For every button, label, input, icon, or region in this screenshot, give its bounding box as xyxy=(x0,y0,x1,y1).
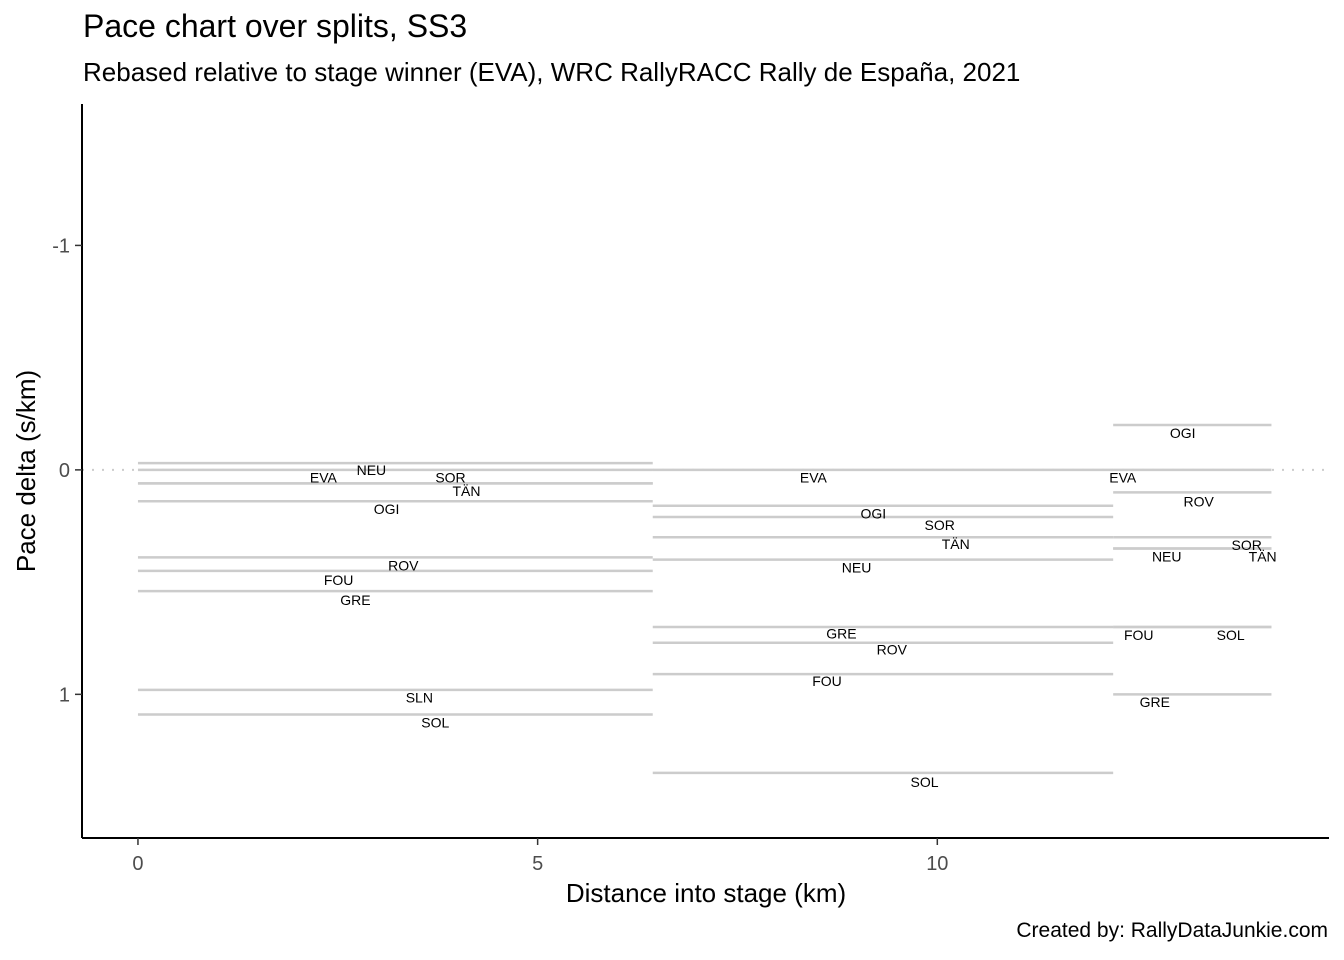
y-ticks: -1 0 1 xyxy=(52,235,82,706)
driver-label-rov: ROV xyxy=(388,557,419,573)
driver-label-sor: SOR xyxy=(435,470,465,486)
y-tick-label: 0 xyxy=(59,460,70,482)
chart-caption: Created by: RallyDataJunkie.com xyxy=(1016,919,1328,942)
driver-label-sor: SOR xyxy=(1231,537,1261,553)
x-axis-label: Distance into stage (km) xyxy=(566,878,846,908)
chart-subtitle: Rebased relative to stage winner (EVA), … xyxy=(83,57,1021,87)
chart-title: Pace chart over splits, SS3 xyxy=(83,8,468,44)
driver-label-rov: ROV xyxy=(877,641,908,657)
driver-label-tän: TÄN xyxy=(452,483,480,499)
driver-label-neu: NEU xyxy=(842,560,872,576)
driver-label-tän: TÄN xyxy=(942,536,970,552)
driver-label-neu: NEU xyxy=(1152,548,1182,564)
axes-layer xyxy=(81,104,1329,839)
driver-label-sol: SOL xyxy=(421,714,449,730)
driver-label-sol: SOL xyxy=(911,774,939,790)
driver-label-tän: TÄN xyxy=(1249,548,1277,564)
y-axis-label: Pace delta (s/km) xyxy=(11,370,41,572)
driver-label-eva: EVA xyxy=(310,470,338,486)
pace-segments-layer xyxy=(137,423,1272,775)
driver-label-ogi: OGI xyxy=(861,506,887,522)
x-tick-label: 0 xyxy=(132,853,143,875)
x-ticks: 0 5 10 xyxy=(132,838,948,875)
driver-label-neu: NEU xyxy=(357,462,387,478)
y-tick-label: -1 xyxy=(52,235,70,257)
driver-label-gre: GRE xyxy=(340,592,370,608)
driver-label-ogi: OGI xyxy=(374,501,400,517)
driver-label-fou: FOU xyxy=(812,673,842,689)
driver-label-gre: GRE xyxy=(1140,694,1170,710)
driver-label-fou: FOU xyxy=(1124,627,1154,643)
y-tick-label: 1 xyxy=(59,684,70,706)
driver-label-fou: FOU xyxy=(324,572,354,588)
x-tick-label: 5 xyxy=(532,853,543,875)
driver-label-sor: SOR xyxy=(925,517,955,533)
driver-label-rov: ROV xyxy=(1184,493,1215,509)
driver-label-gre: GRE xyxy=(826,626,856,642)
driver-label-ogi: OGI xyxy=(1170,425,1196,441)
driver-label-sol: SOL xyxy=(1217,627,1245,643)
driver-label-eva: EVA xyxy=(800,470,828,486)
x-tick-label: 10 xyxy=(926,853,948,875)
driver-label-eva: EVA xyxy=(1109,470,1137,486)
driver-label-sln: SLN xyxy=(406,690,433,706)
